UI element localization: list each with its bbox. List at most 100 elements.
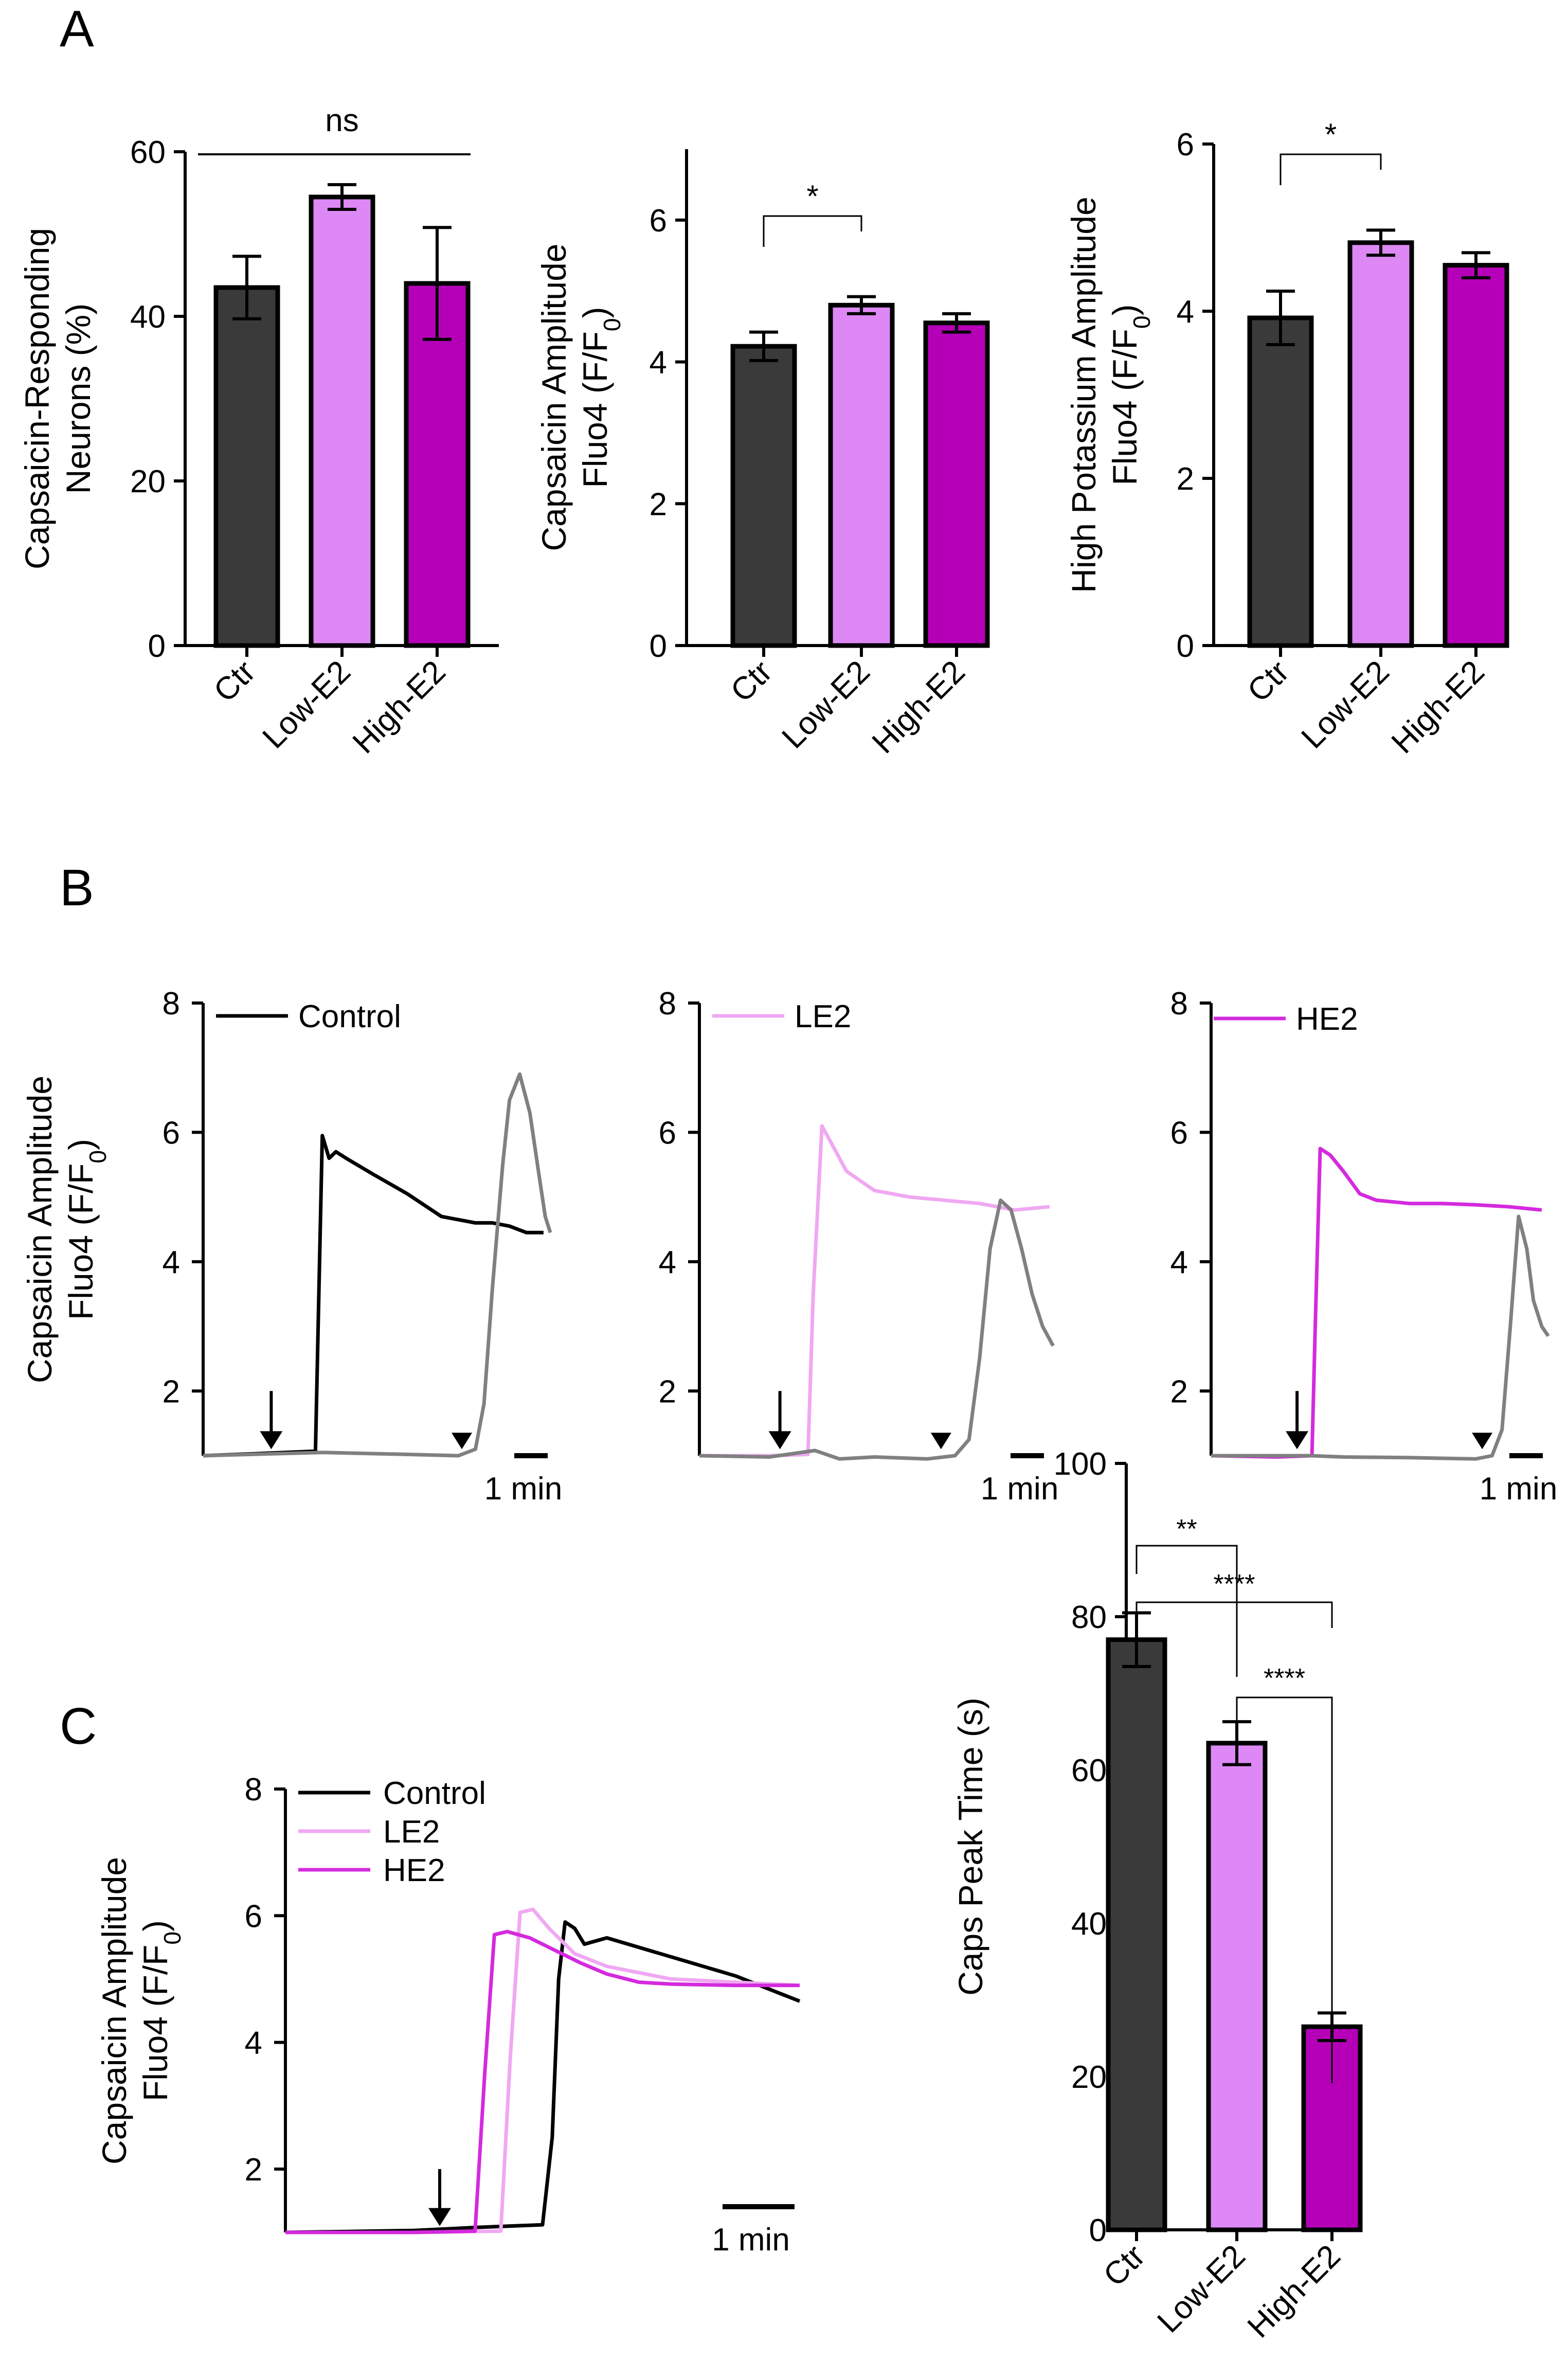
y-tick-label: 8: [1170, 986, 1188, 1022]
y-axis-label: Fluo4 (F/F0): [576, 307, 625, 488]
x-tick-label: Low-E2: [256, 654, 357, 755]
y-tick-label: 4: [650, 345, 667, 381]
panel-label-a: A: [60, 0, 94, 58]
significance-label: ****: [1264, 1663, 1305, 1693]
y-tick-label: 6: [245, 1899, 262, 1934]
y-axis-label: Capsaicin Amplitude: [535, 244, 573, 551]
trace-high-k-: [203, 1072, 552, 1458]
significance-bracket: [1136, 1545, 1238, 1677]
bar-ctr: [730, 344, 797, 648]
significance-label: ns: [325, 103, 358, 138]
significance-bracket: [1236, 1696, 1333, 2083]
y-tick-label: 40: [1071, 1906, 1107, 1942]
y-tick-label: 4: [1170, 1245, 1188, 1280]
legend-label: Control: [383, 1776, 486, 1811]
y-axis-label: Fluo4 (F/F0): [62, 1139, 111, 1320]
x-tick-label: High-E2: [1385, 654, 1491, 760]
bar-ctr: [1247, 315, 1314, 648]
trace-chart-control: 2 4 6 8 1 min Control Capsaicin Amplitude Fluo4…: [21, 986, 562, 1507]
high-potassium-marker: [1472, 1433, 1493, 1450]
legend-label: Control: [298, 999, 401, 1034]
y-tick-label: 4: [245, 2026, 262, 2061]
x-tick-label: Low-E2: [1294, 654, 1396, 755]
y-tick-label: 20: [130, 464, 166, 499]
bar-high-e2: [923, 320, 990, 648]
y-tick-label: 8: [245, 1772, 262, 1808]
trace-control: [285, 1920, 801, 2234]
application-arrow-head: [1286, 1431, 1309, 1450]
y-tick-label: 2: [659, 1374, 676, 1409]
bar-ctr: [213, 285, 280, 648]
x-tick-label: Low-E2: [1150, 2238, 1252, 2339]
trace-he2: [1211, 1147, 1542, 1459]
bar-ctr: [1106, 1637, 1167, 2232]
bar-low-e2: [1206, 1741, 1268, 2232]
y-tick-label: 6: [650, 203, 667, 239]
significance-label: *: [806, 179, 818, 213]
trace-high-k-: [699, 1198, 1055, 1461]
trace-control: [203, 1134, 544, 1458]
high-potassium-marker: [452, 1433, 473, 1450]
y-tick-label: 6: [163, 1115, 180, 1151]
significance-label: **: [1176, 1514, 1197, 1544]
scale-bar-label: 1 min: [981, 1471, 1059, 1507]
x-tick-label: High-E2: [1241, 2238, 1347, 2345]
trace-high-k-: [1211, 1214, 1550, 1461]
y-tick-label: 40: [130, 299, 166, 335]
bar-low-e2: [1347, 240, 1414, 648]
y-tick-label: 0: [1089, 2213, 1107, 2248]
y-tick-label: 60: [1071, 1753, 1107, 1788]
y-axis-label: High Potassium Amplitude: [1065, 196, 1103, 593]
y-tick-label: 4: [163, 1245, 180, 1280]
panel-label-c: C: [60, 1697, 97, 1755]
y-axis-label: Capsaicin Amplitude: [21, 1076, 59, 1383]
trace-chart-le2: 2 4 6 8 1 min LE2: [659, 986, 1059, 1507]
y-tick-label: 0: [148, 629, 166, 664]
bar-low-e2: [309, 194, 375, 648]
x-tick-label: Ctr: [1241, 654, 1296, 709]
trace-le2: [699, 1124, 1050, 1458]
y-axis-label: Fluo4 (F/F0): [136, 1920, 186, 2101]
x-tick-label: Low-E2: [775, 654, 876, 755]
significance-bracket: [763, 215, 862, 247]
y-tick-label: 2: [1170, 1374, 1188, 1409]
application-arrow-head: [260, 1431, 283, 1450]
scale-bar-label: 1 min: [712, 2222, 790, 2258]
y-tick-label: 8: [659, 986, 676, 1022]
application-arrow-head: [768, 1431, 791, 1450]
high-potassium-marker: [930, 1433, 951, 1450]
bar-high-e2: [1443, 263, 1509, 648]
x-tick-label: High-E2: [346, 654, 453, 760]
significance-label: *: [1325, 117, 1337, 152]
panel-label-b: B: [60, 859, 94, 917]
y-axis-label: Capsaicin-Responding: [18, 228, 56, 569]
y-tick-label: 80: [1071, 1600, 1107, 1635]
x-tick-label: High-E2: [866, 654, 972, 760]
y-axis-label: Fluo4 (F/F0): [1106, 304, 1155, 485]
scale-bar-label: 1 min: [484, 1471, 563, 1507]
y-tick-label: 2: [1177, 461, 1194, 497]
significance-label: ****: [1214, 1569, 1255, 1599]
x-tick-label: Ctr: [724, 654, 779, 709]
y-tick-label: 6: [1177, 127, 1194, 163]
legend-label: LE2: [795, 999, 851, 1034]
application-arrow-head: [428, 2208, 451, 2226]
y-tick-label: 100: [1054, 1446, 1107, 1482]
y-tick-label: 0: [650, 629, 667, 664]
legend-label: HE2: [383, 1853, 445, 1888]
y-tick-label: 20: [1071, 2060, 1107, 2095]
y-axis-label: Neurons (%): [59, 303, 97, 494]
y-tick-label: 2: [245, 2152, 262, 2188]
y-axis-label: Capsaicin Amplitude: [95, 1857, 133, 2165]
y-axis-label: Caps Peak Time (s): [951, 1697, 989, 1996]
y-tick-label: 2: [163, 1374, 180, 1409]
bar-low-e2: [828, 302, 895, 648]
scale-bar-label: 1 min: [1480, 1471, 1558, 1507]
y-tick-label: 60: [130, 135, 166, 170]
